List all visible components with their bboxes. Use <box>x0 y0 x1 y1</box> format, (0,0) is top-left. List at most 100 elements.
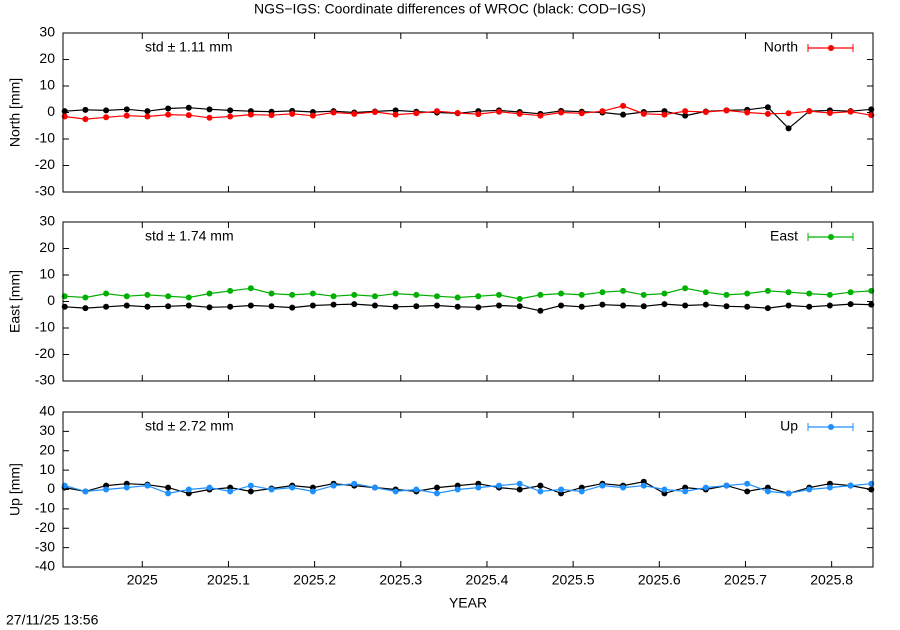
point <box>165 111 172 118</box>
point <box>144 482 151 489</box>
point <box>661 111 668 118</box>
point <box>433 108 440 115</box>
point <box>496 302 503 309</box>
point <box>330 109 337 116</box>
point <box>144 303 151 310</box>
point <box>599 301 606 308</box>
x-tick-label: 2025.4 <box>466 572 509 588</box>
point <box>475 293 482 300</box>
point <box>826 110 833 117</box>
point <box>227 107 234 114</box>
annotation: std ± 1.74 mm <box>145 228 234 244</box>
plot-frame <box>62 411 874 568</box>
point <box>454 294 461 301</box>
point <box>144 113 151 120</box>
plot-frame <box>62 32 874 193</box>
point <box>413 291 420 298</box>
point <box>785 110 792 117</box>
point <box>537 482 544 489</box>
point <box>392 488 399 495</box>
x-tick-label: 2025 <box>127 572 158 588</box>
point <box>578 291 585 298</box>
point <box>537 488 544 495</box>
point <box>206 114 213 121</box>
point <box>185 302 192 309</box>
legend-label: East <box>770 228 798 244</box>
y-tick-label: -30 <box>35 538 55 554</box>
series-line <box>64 481 872 495</box>
y-tick-label: 10 <box>39 266 55 282</box>
point <box>268 112 275 119</box>
point <box>289 304 296 311</box>
point <box>785 289 792 296</box>
point <box>764 305 771 312</box>
point <box>330 301 337 308</box>
annotation: std ± 1.11 mm <box>145 39 233 55</box>
y-axis-label: East [mm] <box>7 270 23 333</box>
point <box>558 302 565 309</box>
series-line <box>64 303 872 312</box>
point <box>475 111 482 118</box>
legend-label: North <box>764 39 798 55</box>
x-tick-label: 2025.3 <box>379 572 422 588</box>
point <box>392 290 399 297</box>
point <box>640 303 647 310</box>
point <box>413 486 420 493</box>
point <box>206 304 213 311</box>
y-tick-label: -10 <box>35 500 55 516</box>
y-tick-label: 20 <box>39 50 55 66</box>
point <box>764 287 771 294</box>
point <box>185 486 192 493</box>
point <box>682 285 689 292</box>
point <box>206 484 213 491</box>
point <box>537 112 544 119</box>
point <box>268 303 275 310</box>
point <box>847 289 854 296</box>
point <box>496 291 503 298</box>
point <box>785 490 792 497</box>
point <box>206 290 213 297</box>
y-axis-label: Up [mm] <box>7 463 23 516</box>
point <box>558 109 565 116</box>
point <box>433 490 440 497</box>
point <box>516 110 523 117</box>
series-line <box>64 106 872 130</box>
point <box>433 302 440 309</box>
point <box>516 486 523 493</box>
y-axis-label: North [mm] <box>7 78 23 147</box>
point <box>330 482 337 489</box>
point <box>806 108 813 115</box>
point <box>165 105 172 112</box>
point <box>744 303 751 310</box>
point <box>702 108 709 115</box>
point <box>620 302 627 309</box>
point <box>744 480 751 487</box>
y-tick-label: 30 <box>39 422 55 438</box>
point <box>289 110 296 117</box>
point <box>103 303 110 310</box>
series-line <box>64 287 872 300</box>
y-tick-label: -10 <box>35 130 55 146</box>
point <box>392 111 399 118</box>
point <box>599 482 606 489</box>
point <box>578 303 585 310</box>
point <box>433 484 440 491</box>
annotation: std ± 2.72 mm <box>145 418 234 434</box>
point <box>723 303 730 310</box>
point <box>123 293 130 300</box>
y-tick-label: -10 <box>35 319 55 335</box>
point <box>496 482 503 489</box>
point <box>371 293 378 300</box>
point <box>661 290 668 297</box>
point <box>123 112 130 119</box>
point <box>847 301 854 308</box>
y-tick-label: -20 <box>35 345 55 361</box>
point <box>247 488 254 495</box>
series-line <box>64 105 872 120</box>
y-tick-label: 0 <box>47 480 55 496</box>
y-tick-label: 20 <box>39 239 55 255</box>
point <box>744 488 751 495</box>
point <box>165 484 172 491</box>
point <box>82 116 89 123</box>
x-axis-label: YEAR <box>449 595 487 611</box>
